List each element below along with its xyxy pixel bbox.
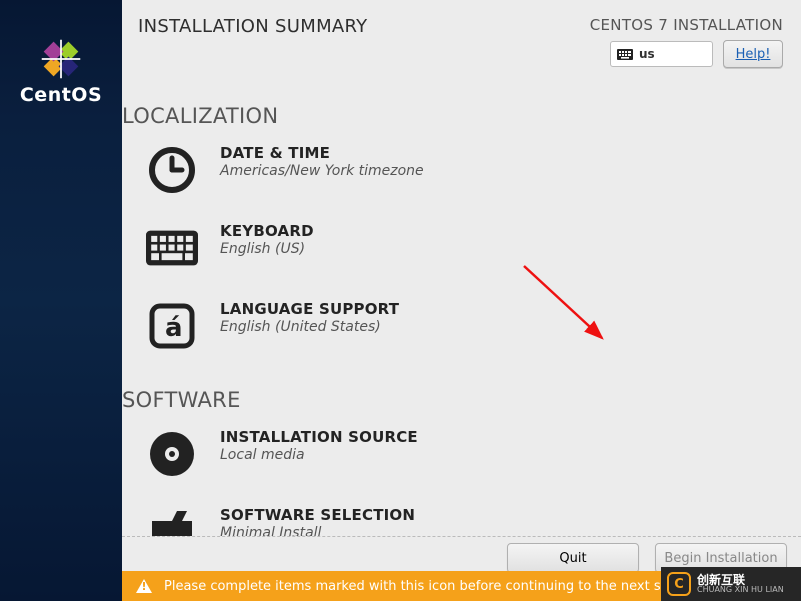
keyboard-indicator[interactable]: us (610, 41, 713, 67)
spoke-title: KEYBOARD (220, 222, 314, 240)
clock-icon (148, 146, 196, 194)
product-title: CENTOS 7 INSTALLATION (590, 16, 783, 34)
help-button[interactable]: Help! (723, 40, 783, 68)
watermark-brand-en: CHUANG XIN HU LIAN (697, 586, 784, 594)
spoke-keyboard[interactable]: KEYBOARD English (US) (122, 216, 462, 294)
main-panel: INSTALLATION SUMMARY CENTOS 7 INSTALLATI… (122, 0, 801, 601)
sidebar: CentOS (0, 0, 122, 601)
spoke-status: Americas/New York timezone (220, 163, 424, 179)
section-heading-software: SOFTWARE (122, 388, 789, 412)
spoke-language[interactable]: á LANGUAGE SUPPORT English (United State… (122, 294, 462, 372)
warning-text: Please complete items marked with this i… (164, 579, 686, 594)
watermark: C 创新互联 CHUANG XIN HU LIAN (661, 567, 801, 601)
spoke-title: LANGUAGE SUPPORT (220, 300, 399, 318)
centos-logo-icon (40, 38, 82, 80)
spoke-installation-source[interactable]: INSTALLATION SOURCE Local media (122, 422, 462, 500)
language-icon: á (148, 302, 196, 350)
spoke-title: DATE & TIME (220, 144, 424, 162)
top-bar: INSTALLATION SUMMARY CENTOS 7 INSTALLATI… (122, 0, 801, 68)
spoke-status: Minimal Install (220, 525, 415, 536)
spoke-title: SOFTWARE SELECTION (220, 506, 415, 524)
keyboard-large-icon (146, 228, 198, 268)
spoke-software-selection[interactable]: SOFTWARE SELECTION Minimal Install (122, 500, 462, 536)
brand-name: CentOS (20, 84, 102, 106)
content-area: LOCALIZATION DATE & TIME Americas/New Yo… (122, 68, 801, 536)
keyboard-icon (617, 49, 633, 60)
warning-icon: ! (136, 579, 152, 593)
page-title: INSTALLATION SUMMARY (138, 16, 367, 37)
disc-icon (148, 430, 196, 478)
watermark-icon: C (667, 572, 691, 596)
spoke-title: INSTALLATION SOURCE (220, 428, 418, 446)
svg-text:á: á (165, 313, 183, 343)
section-heading-localization: LOCALIZATION (122, 104, 789, 128)
spoke-datetime[interactable]: DATE & TIME Americas/New York timezone (122, 138, 462, 216)
spoke-status: English (US) (220, 241, 314, 257)
package-icon (149, 507, 195, 536)
keyboard-layout-label: us (639, 47, 655, 61)
spoke-status: English (United States) (220, 319, 399, 335)
quit-button[interactable]: Quit (507, 543, 639, 573)
spoke-status: Local media (220, 447, 418, 463)
